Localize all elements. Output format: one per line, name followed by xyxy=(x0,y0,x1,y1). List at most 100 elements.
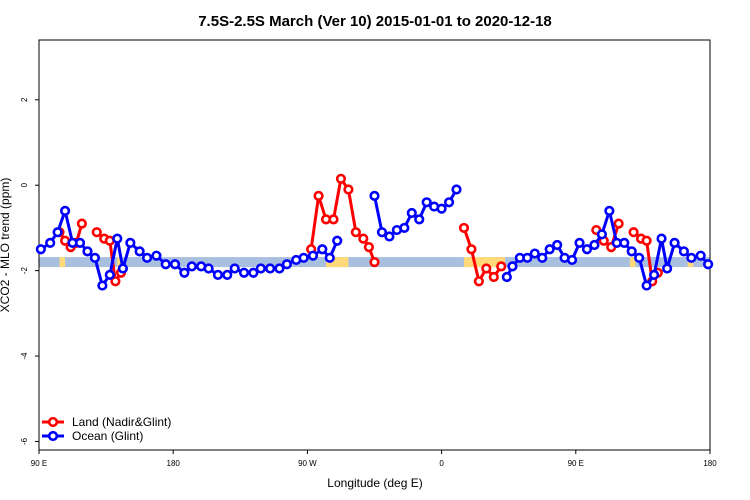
data-point xyxy=(641,280,652,291)
x-axis: 90 E 180 90 W 0 90 E 180 xyxy=(31,450,717,468)
land-band-2 xyxy=(326,257,349,268)
data-point xyxy=(76,218,87,229)
data-point xyxy=(589,239,600,251)
data-point xyxy=(522,252,533,263)
data-point xyxy=(656,233,667,244)
chart-title: 7.5S-2.5S March (Ver 10) 2015-01-01 to 2… xyxy=(198,13,552,30)
data-point xyxy=(274,263,285,274)
data-point xyxy=(619,237,630,248)
data-point xyxy=(91,227,102,238)
y-tick-label: -4 xyxy=(20,352,29,360)
data-point xyxy=(662,263,673,274)
data-point xyxy=(324,252,335,263)
x-tick-label: 180 xyxy=(167,459,181,468)
data-point xyxy=(703,259,714,270)
data-point xyxy=(648,269,660,280)
data-point xyxy=(544,244,555,255)
data-point xyxy=(317,244,328,255)
legend-marker xyxy=(47,416,59,428)
x-tick-label: 90 W xyxy=(298,459,317,468)
data-point xyxy=(97,280,108,291)
data-point xyxy=(59,205,71,216)
x-tick-label: 90 E xyxy=(568,459,584,468)
series-0 xyxy=(54,173,663,287)
series-1 xyxy=(35,184,714,291)
data-point xyxy=(604,205,615,216)
data-point xyxy=(125,237,136,248)
data-point xyxy=(298,252,309,263)
series-layer xyxy=(35,173,714,291)
data-point xyxy=(566,254,578,266)
data-point xyxy=(52,227,63,238)
x-axis-label: Longitude (deg E) xyxy=(327,476,422,490)
data-point xyxy=(186,261,197,272)
data-point xyxy=(634,252,645,263)
data-point xyxy=(265,263,276,274)
data-point xyxy=(466,244,477,255)
data-point xyxy=(238,267,250,278)
y-tick-label: 0 xyxy=(20,182,29,187)
data-point xyxy=(507,261,518,272)
legend-marker xyxy=(47,430,59,442)
data-point xyxy=(313,190,324,201)
legend-label: Land (Nadir&Glint) xyxy=(72,415,171,429)
data-point xyxy=(343,184,354,195)
data-point xyxy=(179,267,190,278)
data-point xyxy=(574,237,585,248)
data-point xyxy=(414,214,425,225)
y-tick-label: 2 xyxy=(20,97,29,102)
y-tick-label: -2 xyxy=(20,267,29,275)
data-point xyxy=(488,271,499,283)
data-point xyxy=(328,214,339,225)
data-point xyxy=(222,269,233,280)
data-point xyxy=(686,252,697,263)
data-point xyxy=(628,227,639,238)
legend: Land (Nadir&Glint)Ocean (Glint) xyxy=(42,415,171,443)
data-point xyxy=(641,235,652,246)
y-tick-label: -6 xyxy=(20,437,29,445)
data-point xyxy=(160,259,171,270)
data-point xyxy=(248,267,259,278)
data-point xyxy=(104,269,115,280)
data-point xyxy=(537,252,548,263)
data-point xyxy=(350,227,361,238)
data-point xyxy=(134,246,145,257)
data-point xyxy=(332,235,343,246)
data-point xyxy=(529,248,540,259)
data-point xyxy=(369,256,380,268)
data-point xyxy=(89,252,101,263)
data-point xyxy=(212,269,224,280)
data-point xyxy=(45,237,56,248)
data-point xyxy=(501,271,512,283)
data-point xyxy=(678,246,690,257)
land-band-4 xyxy=(629,257,636,268)
data-point xyxy=(669,237,680,248)
land-band-0 xyxy=(59,257,66,268)
data-point xyxy=(443,197,455,208)
y-axis-label: XCO2 - MLO trend (ppm) xyxy=(0,178,12,313)
land-band-1 xyxy=(117,257,122,268)
data-point xyxy=(169,259,181,270)
data-point xyxy=(110,276,121,287)
y-axis: -6 -4 -2 0 2 xyxy=(20,97,39,445)
data-point xyxy=(552,239,563,251)
data-point xyxy=(695,250,706,261)
data-point xyxy=(112,233,123,244)
data-point xyxy=(458,222,470,234)
data-point xyxy=(369,190,380,201)
data-point xyxy=(82,246,93,257)
data-point xyxy=(596,229,607,240)
data-point xyxy=(363,242,375,253)
legend-label: Ocean (Glint) xyxy=(72,429,143,443)
data-point xyxy=(421,197,432,208)
data-point xyxy=(473,276,484,287)
x-tick-label: 180 xyxy=(703,459,717,468)
data-point xyxy=(436,203,447,214)
data-point xyxy=(117,263,128,274)
x-tick-label: 0 xyxy=(439,459,444,468)
data-point xyxy=(358,233,369,244)
data-point xyxy=(451,184,462,195)
data-point xyxy=(229,263,240,274)
data-point xyxy=(626,246,637,257)
